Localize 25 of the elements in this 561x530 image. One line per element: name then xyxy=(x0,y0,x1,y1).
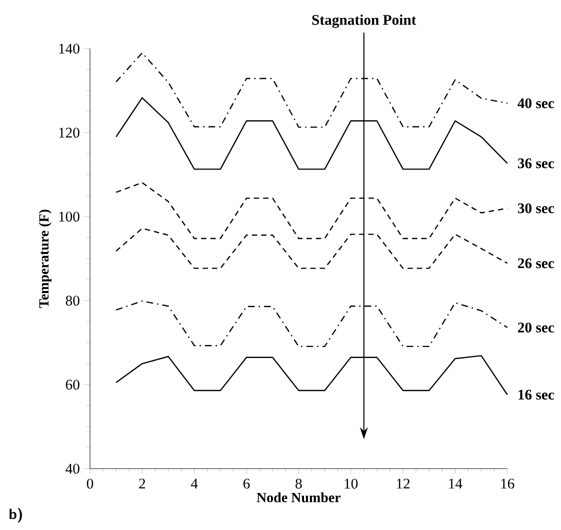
x-tick-label: 0 xyxy=(86,478,94,489)
x-tick-label: 6 xyxy=(243,478,250,489)
y-axis-title: Temperature (F) xyxy=(38,210,52,308)
series-label: 16 sec xyxy=(518,390,554,400)
x-tick-label: 2 xyxy=(139,478,146,488)
ref-line-label: Stagnation Point xyxy=(312,14,416,28)
x-axis-title: Node Number xyxy=(256,492,341,502)
series-label: 26 sec xyxy=(518,258,554,268)
series-label: 30 sec xyxy=(518,203,554,214)
y-tick-label: 60 xyxy=(66,380,80,390)
x-tick-label: 14 xyxy=(449,478,462,488)
series-label: 36 sec xyxy=(518,158,554,168)
x-tick-label: 8 xyxy=(296,478,302,489)
x-tick-label: 4 xyxy=(190,478,198,488)
y-tick-label: 80 xyxy=(66,296,80,306)
text: b) xyxy=(10,508,22,523)
y-tick-label: 140 xyxy=(59,44,80,54)
x-tick-label: 16 xyxy=(501,478,514,489)
x-tick-label: 10 xyxy=(344,478,358,489)
y-tick-label: 40 xyxy=(66,464,80,474)
series-label: 20 sec xyxy=(518,322,554,332)
series-label: 40 sec xyxy=(518,98,554,108)
y-tick-label: 100 xyxy=(59,212,80,222)
x-tick-label: 12 xyxy=(396,478,410,488)
y-tick-label: 120 xyxy=(59,128,80,138)
